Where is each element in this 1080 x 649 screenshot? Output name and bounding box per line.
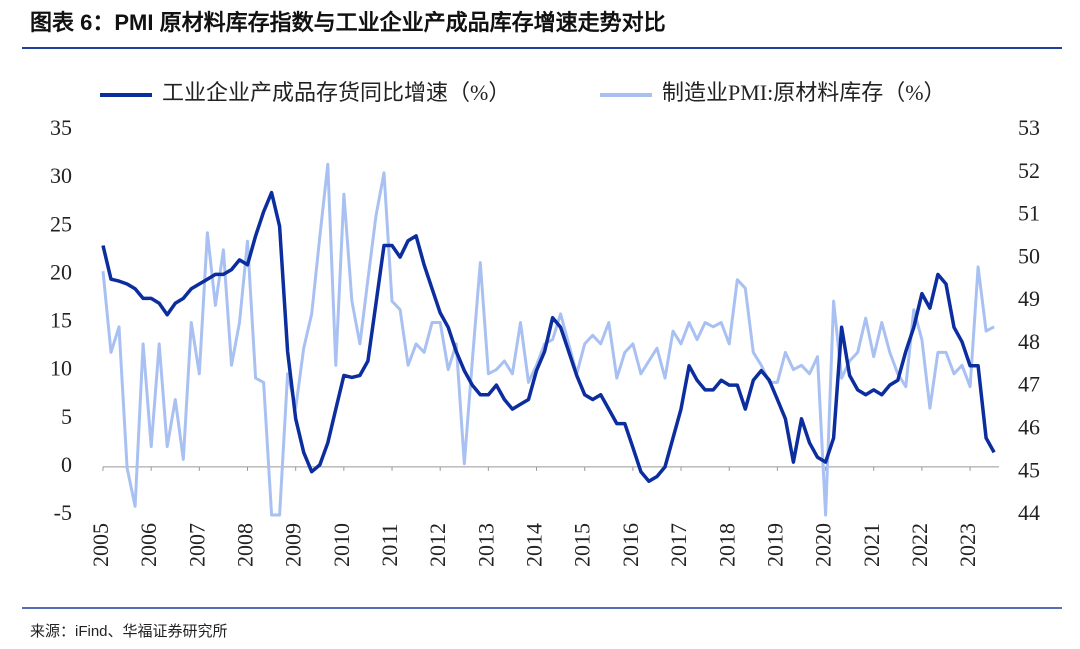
x-tick-label: 2017 (666, 523, 691, 567)
y-tick-label: 10 (50, 356, 72, 381)
x-tick-label: 2012 (425, 523, 450, 567)
y2-tick-label: 46 (1018, 414, 1040, 439)
x-tick-label: 2007 (184, 523, 209, 567)
x-tick-label: 2022 (907, 523, 932, 567)
y-tick-label: 20 (50, 259, 72, 284)
y-tick-label: -5 (54, 500, 72, 525)
x-tick-label: 2020 (811, 523, 836, 567)
legend-label: 工业企业产成品存货同比增速（%） (162, 80, 510, 105)
x-tick-label: 2014 (522, 523, 547, 567)
x-tick-label: 2006 (136, 523, 161, 567)
x-tick-label: 2013 (473, 523, 498, 567)
y2-tick-label: 45 (1018, 457, 1040, 482)
y-tick-label: 5 (61, 404, 72, 429)
y2-tick-label: 47 (1018, 372, 1040, 397)
y-tick-label: 30 (50, 163, 72, 188)
y2-tick-label: 50 (1018, 243, 1040, 268)
y-tick-label: 35 (50, 115, 72, 140)
chart-title: 图表 6：PMI 原材料库存指数与工业企业产成品库存增速走势对比 (30, 10, 666, 35)
y2-tick-label: 48 (1018, 329, 1040, 354)
x-tick-label: 2008 (233, 523, 258, 567)
y-tick-label: 0 (61, 452, 72, 477)
y2-tick-label: 49 (1018, 286, 1040, 311)
y2-tick-label: 52 (1018, 158, 1040, 183)
x-tick-label: 2023 (955, 523, 980, 567)
y2-tick-label: 44 (1018, 500, 1040, 525)
x-tick-label: 2018 (714, 523, 739, 567)
series-line (101, 190, 996, 484)
legend-label: 制造业PMI:原材料库存（%） (662, 80, 946, 105)
x-tick-label: 2005 (88, 523, 113, 567)
y-tick-label: 15 (50, 308, 72, 333)
source: 来源：iFind、华福证券研究所 (30, 623, 228, 640)
x-tick-label: 2021 (859, 523, 884, 567)
x-tick-label: 2009 (281, 523, 306, 567)
x-tick-label: 2016 (618, 523, 643, 567)
x-tick-label: 2015 (570, 523, 595, 567)
y2-tick-label: 53 (1018, 115, 1040, 140)
y-tick-label: 25 (50, 211, 72, 236)
x-tick-label: 2011 (377, 523, 402, 566)
x-tick-label: 2019 (762, 523, 787, 567)
x-tick-label: 2010 (329, 523, 354, 567)
y2-tick-label: 51 (1018, 201, 1040, 226)
